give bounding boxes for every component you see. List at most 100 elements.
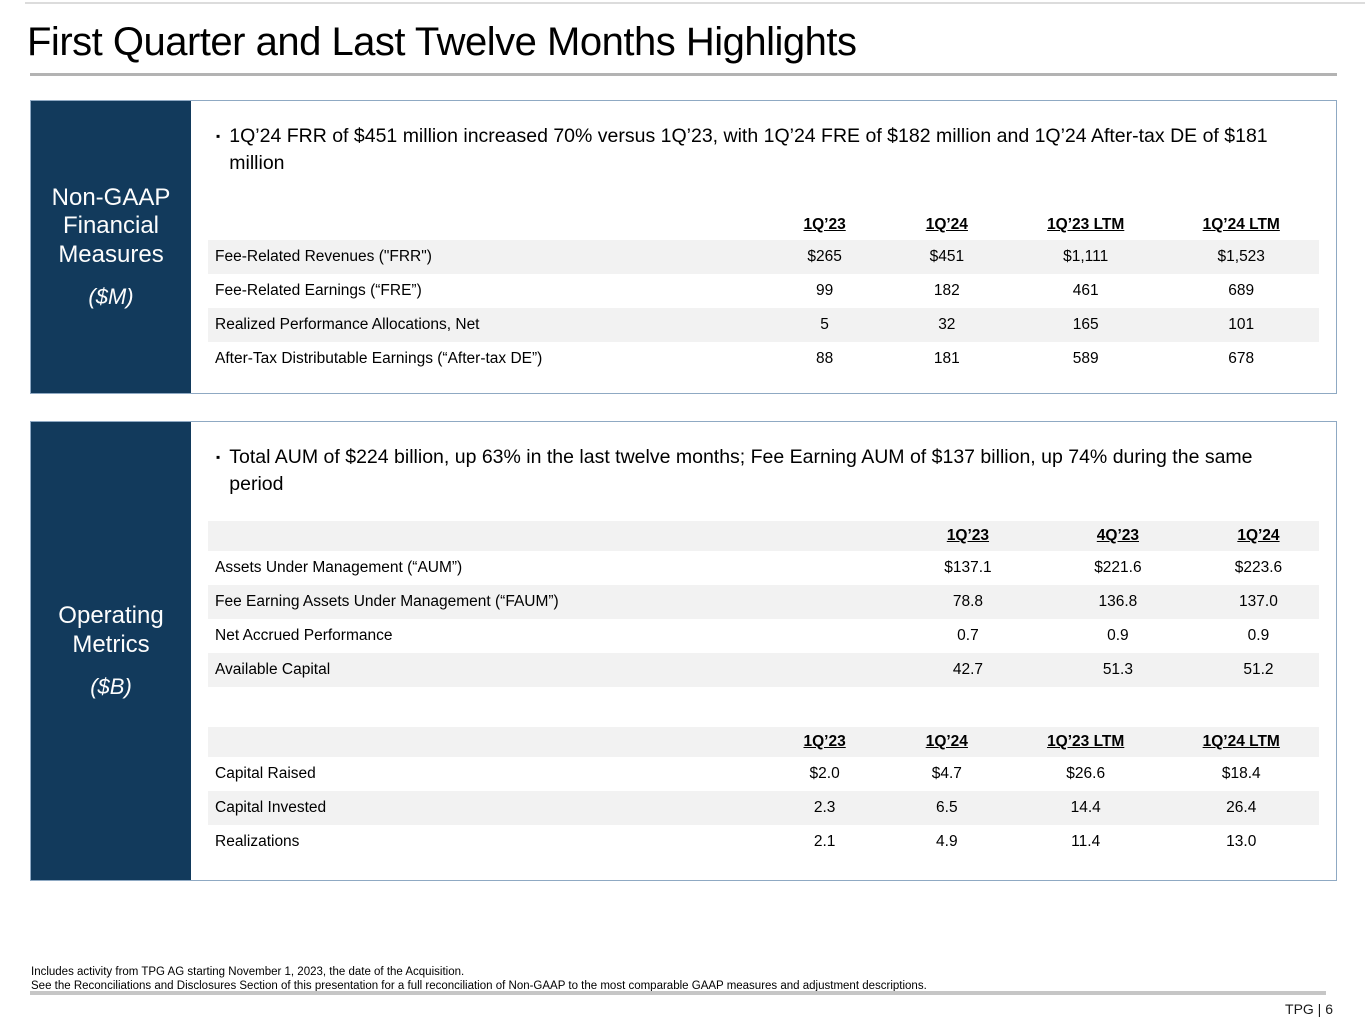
cell-value: $221.6 (1094, 559, 1142, 577)
footer-divider (30, 991, 1326, 995)
bullet-icon: ▪ (216, 450, 221, 464)
table-row: Fee-Related Revenues ("FRR") $265 $451 $1,1… (208, 240, 1319, 275)
page-title: First Quarter and Last Twelve Months Hig… (27, 20, 857, 64)
cell-value: 14.4 (1007, 791, 1164, 826)
cell-value: $265 (763, 240, 886, 275)
cell-value: 4.9 (936, 833, 958, 851)
operating-metrics-content: ▪ Total AUM of $224 billion, up 63% in t… (191, 422, 1337, 880)
column-header: 1Q’24 LTM (1202, 216, 1280, 234)
row-label: Realizations (215, 833, 300, 851)
row-label: After-Tax Distributable Earnings (“After… (215, 350, 543, 368)
bullet-item: ▪ Total AUM of $224 billion, up 63% in t… (216, 444, 1319, 497)
cell-value: 26.4 (1163, 791, 1319, 826)
table-row: Realizations 2.1 4.9 11.4 13.0 (208, 825, 1319, 859)
row-label: Fee-Related Revenues ("FRR") (208, 240, 764, 275)
cell-value: 51.3 (1037, 653, 1198, 688)
sidebar-unit: ($M) (88, 283, 134, 309)
sidebar-title: Non-GAAP Financial Measures (51, 184, 171, 268)
aum-table: 1Q’23 4Q’23 1Q’24 Assets Under Management (… (208, 521, 1319, 688)
cell-value: $18.4 (1221, 765, 1261, 783)
cell-value: $223.6 (1234, 559, 1283, 577)
table-row: After-Tax Distributable Earnings (“After… (208, 342, 1319, 376)
row-label: Realized Performance Allocations, Net (208, 308, 764, 343)
header-row: 1Q’23 4Q’23 1Q’24 (208, 521, 1319, 552)
cell-value: 2.3 (763, 791, 886, 826)
cell-value: 42.7 (897, 653, 1038, 688)
cell-value: $451 (885, 240, 1008, 275)
bullet-text: Total AUM of $224 billion, up 63% in the… (229, 446, 1253, 495)
cell-value: $4.7 (931, 765, 962, 783)
cell-value: 182 (933, 282, 960, 300)
cell-value: $1,523 (1163, 240, 1319, 275)
cell-value: $26.6 (1066, 765, 1106, 783)
operating-metrics-sidebar: Operating Metrics ($B) (31, 422, 191, 880)
column-header: 4Q’23 (1037, 521, 1198, 552)
cell-value: $137.1 (944, 559, 992, 577)
cell-value: $1,111 (1007, 240, 1164, 275)
page-footer: TPG | 6 (1285, 1001, 1333, 1017)
column-header: 1Q’23 LTM (1007, 727, 1164, 758)
cell-value: 165 (1007, 308, 1164, 343)
row-label-header (208, 210, 764, 240)
cell-value: 136.8 (1037, 585, 1198, 620)
cell-value: 678 (1228, 350, 1255, 368)
table-row: Net Accrued Performance 0.7 0.9 0.9 (208, 619, 1319, 653)
cell-value: 99 (815, 282, 834, 300)
row-label-header (208, 521, 898, 552)
cell-value: 32 (885, 308, 1008, 343)
table-row: Realized Performance Allocations, Net 5 32… (208, 308, 1319, 343)
column-header: 1Q’23 LTM (1047, 216, 1125, 234)
table-row: Available Capital 42.7 51.3 51.2 (208, 653, 1319, 688)
row-label: Fee-Related Earnings (“FRE”) (215, 282, 422, 300)
column-header: 1Q’24 (925, 216, 968, 234)
capital-activity-table: 1Q’23 1Q’24 1Q’23 LTM 1Q’24 LTM Capital Rais… (208, 727, 1319, 859)
sidebar-unit: ($B) (90, 673, 132, 699)
table-row: Fee-Related Earnings (“FRE”) 99 182 461 689 (208, 274, 1319, 308)
footnote-line: Includes activity from TPG AG starting N… (31, 966, 465, 978)
bullet-text: 1Q’24 FRR of $451 million increased 70% … (229, 125, 1268, 174)
table-row: Fee Earning Assets Under Management (“FA… (208, 585, 1319, 620)
column-header: 1Q’23 (763, 727, 886, 758)
row-label: Capital Raised (215, 765, 316, 783)
row-label: Capital Invested (208, 791, 764, 826)
row-label: Net Accrued Performance (215, 627, 393, 645)
column-header: 1Q’24 (1197, 521, 1319, 552)
bullet-item: ▪ 1Q’24 FRR of $451 million increased 70… (216, 123, 1319, 176)
footnote-line: See the Reconciliations and Disclosures … (31, 979, 927, 992)
column-header: 1Q’23 (897, 521, 1038, 552)
row-label: Available Capital (208, 653, 898, 688)
cell-value: 78.8 (897, 585, 1038, 620)
cell-value: 6.5 (885, 791, 1008, 826)
header-row: 1Q’23 1Q’24 1Q’23 LTM 1Q’24 LTM (208, 210, 1319, 240)
cell-value: $2.0 (809, 765, 840, 783)
top-divider (25, 2, 1365, 4)
non-gaap-content: ▪ 1Q’24 FRR of $451 million increased 70… (191, 101, 1337, 393)
sidebar-title: Operating Metrics (58, 602, 164, 658)
cell-value: 0.9 (1247, 627, 1270, 645)
cell-value: 5 (763, 308, 886, 343)
cell-value: 101 (1163, 308, 1319, 343)
cell-value: 137.0 (1197, 585, 1319, 620)
table-row: Assets Under Management (“AUM”) $137.1 $22… (208, 551, 1319, 585)
row-label: Fee Earning Assets Under Management (“FA… (208, 585, 898, 620)
cell-value: 0.7 (957, 627, 979, 645)
title-divider (30, 73, 1337, 76)
row-label-header (208, 727, 764, 758)
column-header: 1Q’24 (885, 727, 1008, 758)
cell-value: 2.1 (813, 833, 836, 851)
column-header: 1Q’23 (803, 216, 846, 234)
bullet-icon: ▪ (216, 129, 221, 143)
cell-value: 0.9 (1107, 627, 1129, 645)
non-gaap-sidebar: Non-GAAP Financial Measures ($M) (31, 101, 191, 393)
header-row: 1Q’23 1Q’24 1Q’23 LTM 1Q’24 LTM (208, 727, 1319, 758)
non-gaap-panel: Non-GAAP Financial Measures ($M) ▪ 1Q’24… (30, 100, 1337, 394)
operating-metrics-panel: Operating Metrics ($B) ▪ Total AUM of $2… (30, 421, 1337, 881)
non-gaap-table: 1Q’23 1Q’24 1Q’23 LTM 1Q’24 LTM Fee-Related … (208, 210, 1319, 376)
column-header: 1Q’24 LTM (1163, 727, 1319, 758)
cell-value: 88 (815, 350, 834, 368)
cell-value: 461 (1072, 282, 1099, 300)
cell-value: 13.0 (1226, 833, 1257, 851)
cell-value: 181 (933, 350, 960, 368)
row-label: Assets Under Management (“AUM”) (215, 559, 463, 577)
